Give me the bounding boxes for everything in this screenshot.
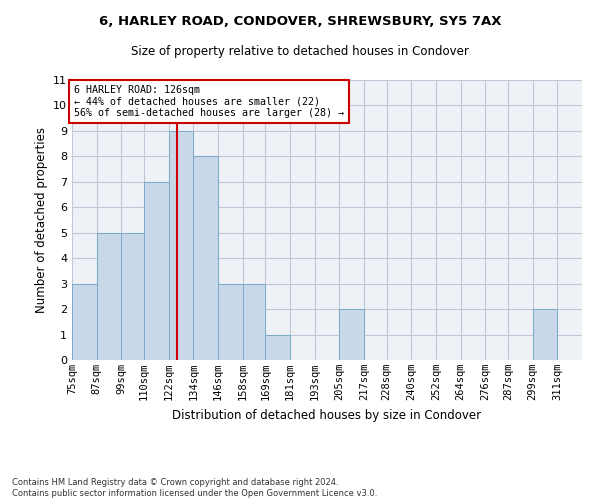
Text: 6, HARLEY ROAD, CONDOVER, SHREWSBURY, SY5 7AX: 6, HARLEY ROAD, CONDOVER, SHREWSBURY, SY… <box>99 15 501 28</box>
Bar <box>97 232 121 360</box>
Bar <box>218 284 242 360</box>
Bar <box>533 309 557 360</box>
Bar <box>242 284 265 360</box>
Text: 6 HARLEY ROAD: 126sqm
← 44% of detached houses are smaller (22)
56% of semi-deta: 6 HARLEY ROAD: 126sqm ← 44% of detached … <box>74 85 344 118</box>
Bar <box>121 232 144 360</box>
Bar <box>72 284 97 360</box>
Bar <box>193 156 218 360</box>
Bar <box>144 182 169 360</box>
Bar <box>265 334 290 360</box>
Bar <box>169 131 193 360</box>
X-axis label: Distribution of detached houses by size in Condover: Distribution of detached houses by size … <box>172 408 482 422</box>
Text: Contains HM Land Registry data © Crown copyright and database right 2024.
Contai: Contains HM Land Registry data © Crown c… <box>12 478 377 498</box>
Bar <box>340 309 364 360</box>
Y-axis label: Number of detached properties: Number of detached properties <box>35 127 47 313</box>
Text: Size of property relative to detached houses in Condover: Size of property relative to detached ho… <box>131 45 469 58</box>
